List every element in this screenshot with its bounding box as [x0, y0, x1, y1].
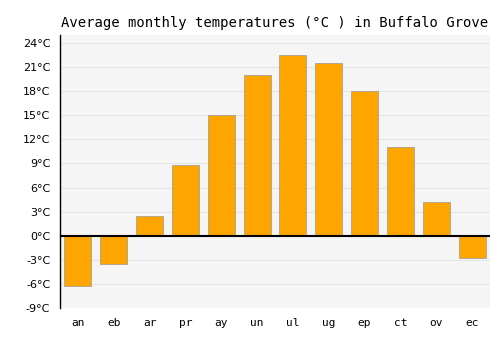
Bar	[387, 147, 414, 236]
Bar	[136, 216, 163, 236]
Bar	[244, 75, 270, 236]
Title: Average monthly temperatures (°C ) in Buffalo Grove: Average monthly temperatures (°C ) in Bu…	[62, 16, 488, 30]
Bar	[172, 165, 199, 236]
Bar	[208, 115, 234, 236]
Bar	[423, 202, 450, 236]
Bar	[351, 91, 378, 236]
Bar	[316, 63, 342, 236]
Bar	[458, 236, 485, 258]
Bar	[64, 236, 92, 286]
Bar	[100, 236, 127, 264]
Bar	[280, 55, 306, 236]
